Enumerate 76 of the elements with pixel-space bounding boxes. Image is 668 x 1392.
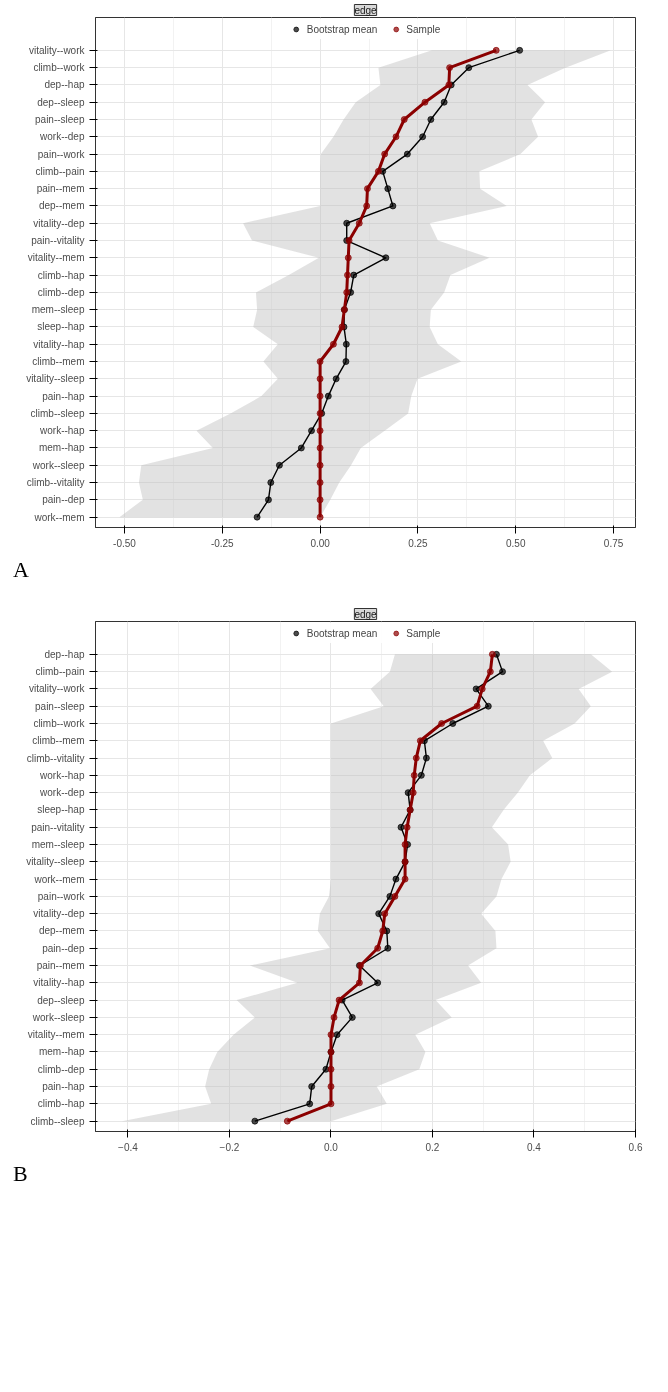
x-tick-label: 0.0 [324, 1141, 339, 1153]
y-tick-label: dep--hap [44, 648, 85, 660]
chart-subtitle: edge [354, 4, 378, 16]
x-tick-label: 0.6 [628, 1141, 643, 1153]
y-tick-label: vitality--mem [27, 1029, 85, 1041]
x-tick-label: 0.75 [603, 537, 624, 549]
y-tick-label: climb--dep [37, 286, 85, 298]
y-tick-label: work--dep [39, 787, 85, 799]
y-tick-label: work--dep [39, 131, 85, 143]
y-tick-label: climb--pain [35, 165, 85, 177]
legend-label: Bootstrap mean [306, 23, 378, 35]
y-tick-label: dep--mem [38, 925, 85, 937]
y-tick-label: vitality--work [28, 44, 86, 56]
y-tick-label: mem--hap [38, 1046, 85, 1058]
y-tick-label: mem--hap [38, 442, 85, 454]
y-tick-label: climb--dep [37, 1063, 85, 1075]
y-tick-label: climb--vitality [26, 752, 85, 764]
x-tick-label: -0.25 [210, 537, 235, 549]
y-tick-label: climb--pain [35, 666, 85, 678]
y-tick-label: work--sleep [31, 1011, 85, 1023]
y-tick-label: pain--dep [42, 494, 85, 506]
x-tick-label: 0.00 [310, 537, 331, 549]
y-tick-label: work--mem [33, 873, 85, 885]
y-tick-label: pain--hap [42, 1081, 85, 1093]
chart-subtitle: edge [354, 608, 378, 620]
y-tick-label: climb--mem [32, 735, 85, 747]
x-tick-label: −0.4 [118, 1141, 139, 1153]
text: A [13, 556, 29, 584]
y-tick-label: pain--work [37, 890, 86, 902]
y-tick-label: dep--mem [38, 200, 85, 212]
y-tick-label: vitality--hap [33, 338, 85, 350]
y-tick-label: vitality--sleep [26, 373, 85, 385]
y-tick-label: climb--sleep [30, 1115, 85, 1127]
y-tick-label: climb--hap [37, 269, 85, 281]
y-tick-label: pain--hap [42, 390, 85, 402]
x-tick-label: 0.25 [408, 537, 429, 549]
y-tick-label: dep--sleep [37, 994, 85, 1006]
y-tick-label: vitality--mem [27, 252, 85, 264]
legend-label: Bootstrap mean [306, 627, 378, 639]
y-tick-label: pain--mem [36, 183, 85, 195]
y-tick-label: mem--sleep [31, 304, 85, 316]
y-tick-label: climb--vitality [26, 477, 85, 489]
y-tick-label: work--mem [33, 511, 85, 523]
legend-label: Sample [406, 23, 441, 35]
y-tick-label: pain--dep [42, 942, 85, 954]
legend-label: Sample [406, 627, 441, 639]
y-tick-label: vitality--work [28, 683, 86, 695]
y-tick-label: pain--vitality [31, 821, 85, 833]
text: B [13, 1160, 28, 1188]
y-tick-label: pain--mem [36, 960, 85, 972]
y-tick-label: climb--hap [37, 1098, 85, 1110]
y-tick-label: dep--sleep [37, 96, 85, 108]
y-tick-label: work--hap [39, 425, 85, 437]
y-tick-label: pain--vitality [31, 235, 85, 247]
y-tick-label: vitality--sleep [26, 856, 85, 868]
y-tick-label: work--hap [39, 769, 85, 781]
y-tick-label: sleep--hap [37, 321, 85, 333]
y-tick-label: pain--sleep [35, 700, 85, 712]
x-tick-label: -0.50 [113, 537, 137, 549]
y-tick-label: work--sleep [31, 459, 85, 471]
x-tick-label: 0.50 [506, 537, 526, 549]
y-tick-label: pain--work [37, 148, 86, 160]
x-tick-label: −0.2 [219, 1141, 240, 1153]
y-tick-label: pain--sleep [35, 114, 85, 125]
y-tick-label: vitality--dep [33, 908, 85, 920]
x-tick-label: 0.4 [527, 1141, 542, 1153]
y-tick-label: sleep--hap [37, 804, 85, 816]
y-tick-label: vitality--hap [33, 977, 85, 989]
y-tick-label: vitality--dep [33, 217, 85, 229]
y-tick-label: dep--hap [44, 79, 85, 91]
y-tick-label: climb--work [33, 718, 86, 729]
x-tick-label: 0.2 [425, 1141, 440, 1153]
y-tick-label: climb--sleep [30, 407, 85, 419]
y-tick-label: mem--sleep [31, 839, 85, 851]
y-tick-label: climb--mem [32, 356, 85, 368]
y-tick-label: climb--work [33, 62, 86, 74]
